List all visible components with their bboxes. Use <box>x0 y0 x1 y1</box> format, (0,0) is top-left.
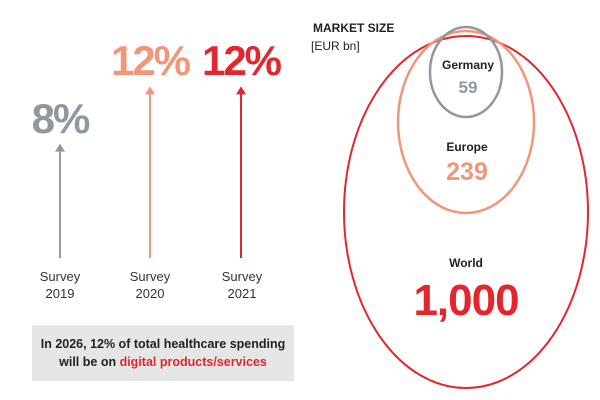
germany-circle <box>428 25 504 119</box>
market-size-title: MARKET SIZE <box>313 21 395 35</box>
germany-value: 59 <box>458 78 478 97</box>
note-line-1: In 2026, 12% of total healthcare spendin… <box>40 337 286 351</box>
value-label-2021: 12% <box>201 37 282 85</box>
value-label-2019: 8% <box>31 94 91 142</box>
note-line-2-prefix: will be on <box>59 355 120 369</box>
world-circle <box>343 35 589 389</box>
note-box: In 2026, 12% of total healthcare spendin… <box>32 325 294 381</box>
europe-value: 239 <box>446 158 488 186</box>
category-label-2020: Survey 2020 <box>129 269 171 301</box>
arrow-head-0 <box>55 143 65 152</box>
world-value: 1,000 <box>413 276 519 325</box>
germany-label: Germany <box>441 58 495 72</box>
arrow-head-2 <box>236 86 246 95</box>
note-line-2: will be on digital products/services <box>32 353 294 371</box>
arrow-head-1 <box>145 86 155 95</box>
value-label-2020: 12% <box>110 37 191 85</box>
category-label-2019: Survey 2019 <box>39 269 81 301</box>
world-label: World <box>449 256 483 270</box>
market-size-unit: [EUR bn] <box>311 39 360 53</box>
europe-label: Europe <box>446 140 488 154</box>
note-highlight: digital products/services <box>119 355 267 369</box>
category-label-2021: Survey 2021 <box>221 269 263 301</box>
europe-circle <box>396 29 536 215</box>
